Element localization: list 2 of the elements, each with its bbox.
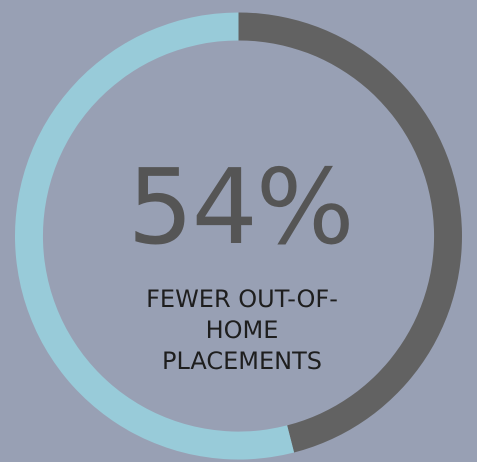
text: 54%: [126, 146, 354, 268]
text: FEWER OUT-OF-HOME PLACEMENTS: [145, 284, 339, 377]
